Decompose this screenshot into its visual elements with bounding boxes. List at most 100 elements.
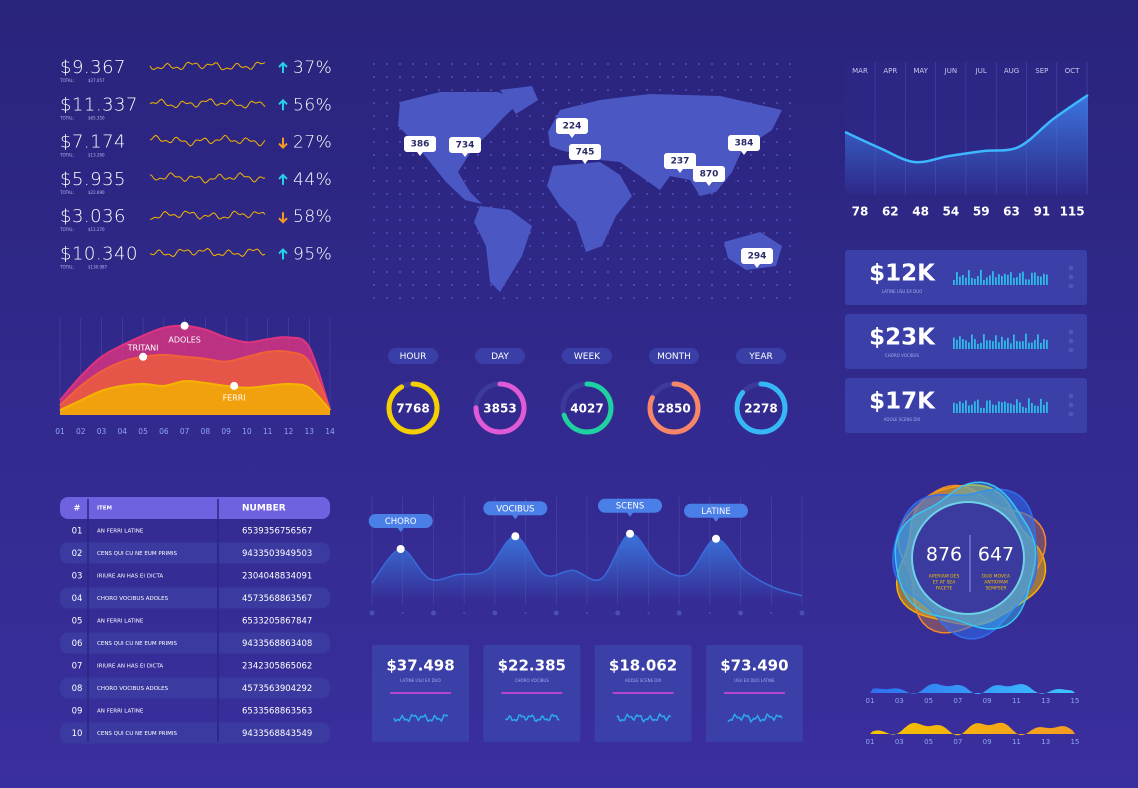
grid-dot xyxy=(464,76,466,78)
grid-dot xyxy=(568,258,570,260)
x-tick-label: 03 xyxy=(97,427,107,436)
wave-area xyxy=(870,683,1075,695)
month-label: APR xyxy=(883,67,897,75)
grid-dot xyxy=(724,193,726,195)
grid-dot xyxy=(581,63,583,65)
continent xyxy=(474,206,532,292)
grid-dot xyxy=(581,89,583,91)
area-line xyxy=(59,349,331,411)
grid-dot xyxy=(464,167,466,169)
month-label: MAY xyxy=(913,67,928,75)
grid-dot xyxy=(594,89,596,91)
grid-dot xyxy=(789,284,791,286)
spark-bar xyxy=(1001,402,1003,413)
axis-dot xyxy=(553,610,559,616)
month-value: 78 xyxy=(852,205,869,219)
grid-dot xyxy=(490,167,492,169)
menu-dot xyxy=(1068,402,1074,408)
axis-dot xyxy=(615,610,621,616)
table-row-bg xyxy=(60,632,330,654)
grid-dot xyxy=(750,154,752,156)
spark-bar xyxy=(1025,279,1027,285)
table-cell: CENS QUI CU NE EUM PRIMIS xyxy=(97,731,177,737)
pill xyxy=(684,503,748,522)
spark-bar xyxy=(1019,402,1021,413)
grid-dot xyxy=(516,180,518,182)
wave-tick-label: 15 xyxy=(1071,738,1080,746)
spark-bar xyxy=(956,403,958,413)
grid-dot xyxy=(386,167,388,169)
spark-bar xyxy=(1028,342,1030,349)
grid-dot xyxy=(659,76,661,78)
grid-dot xyxy=(399,206,401,208)
marker-bubble xyxy=(728,135,760,155)
grid-dot xyxy=(438,271,440,273)
blob-core xyxy=(911,501,1025,615)
grid-dot xyxy=(412,89,414,91)
grid-dot xyxy=(516,154,518,156)
grid-dot xyxy=(620,284,622,286)
grid-dot xyxy=(659,89,661,91)
spark-bar xyxy=(1022,341,1024,349)
spark-bar xyxy=(971,277,973,285)
pill xyxy=(736,348,786,364)
spark-bar xyxy=(980,269,982,285)
month-label: JUN xyxy=(944,67,957,75)
sparkline xyxy=(149,247,266,258)
grid-dot xyxy=(373,245,375,247)
grid-dot xyxy=(737,193,739,195)
grid-dot xyxy=(516,63,518,65)
pill xyxy=(562,348,612,364)
card-value: $73.490 xyxy=(720,657,788,675)
point xyxy=(712,534,720,543)
grid-dot xyxy=(685,219,687,221)
grid-dot xyxy=(672,89,674,91)
table-header-cell: # xyxy=(74,504,81,513)
spark-bar xyxy=(983,279,985,285)
marker-bubble xyxy=(556,118,588,138)
x-tick-label: 07 xyxy=(180,427,190,436)
table-cell: 6539356756567 xyxy=(242,527,312,537)
grid-dot xyxy=(464,63,466,65)
grid-dot xyxy=(529,128,531,130)
grid-dot xyxy=(737,284,739,286)
table-cell: CHORO VOCIBUS ADOLES xyxy=(97,686,169,692)
grid-dot xyxy=(529,193,531,195)
table-cell: IRIURE AN HAS EI DICTA xyxy=(97,664,163,670)
grid-dot xyxy=(763,219,765,221)
grid-dot xyxy=(646,193,648,195)
grid-dot xyxy=(438,193,440,195)
wave-tick-label: 13 xyxy=(1041,738,1050,746)
spark-bar xyxy=(998,401,1000,413)
grid-dot xyxy=(477,180,479,182)
grid-dot xyxy=(789,76,791,78)
grid-dot xyxy=(737,271,739,273)
grid-dot xyxy=(373,258,375,260)
grid-dot xyxy=(477,89,479,91)
grid-dot xyxy=(737,167,739,169)
grid-dot xyxy=(464,271,466,273)
grid-dot xyxy=(503,128,505,130)
grid-dot xyxy=(490,154,492,156)
grid-dot xyxy=(451,284,453,286)
table-cell: 9433568863408 xyxy=(242,639,312,649)
marker-value: 237 xyxy=(671,157,690,167)
peak-label: VOCIBUS xyxy=(496,504,534,514)
grid-dot xyxy=(464,219,466,221)
grid-dot xyxy=(789,63,791,65)
table-cell: 07 xyxy=(72,662,83,672)
grid-dot xyxy=(581,245,583,247)
spark-bar xyxy=(956,271,958,285)
grid-dot xyxy=(451,89,453,91)
grid-dot xyxy=(542,232,544,234)
grid-dot xyxy=(412,232,414,234)
arrow-down xyxy=(278,212,288,224)
grid-dot xyxy=(672,219,674,221)
arrow-up xyxy=(278,98,288,111)
grid-dot xyxy=(477,297,479,299)
peak-label: CHORO xyxy=(385,517,417,527)
stat-value: $7.174 xyxy=(60,132,126,153)
grid-dot xyxy=(711,232,713,234)
spark-bar xyxy=(1025,407,1027,413)
